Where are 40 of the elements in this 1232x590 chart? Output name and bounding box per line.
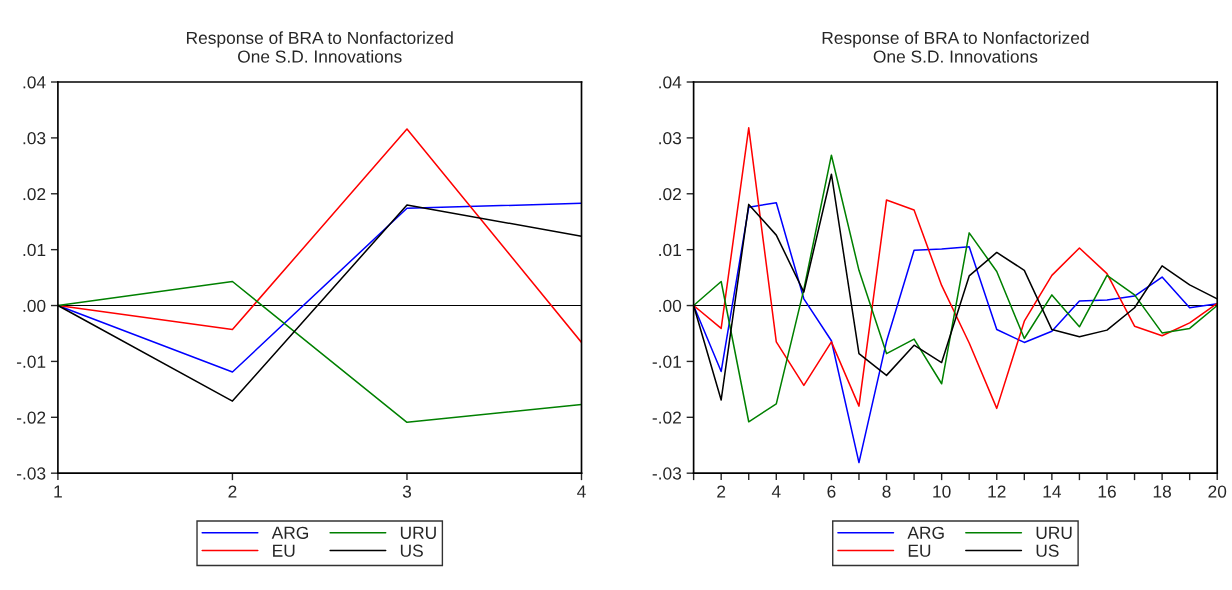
legend-label: US	[400, 544, 423, 557]
y-tick-label: .01	[659, 243, 681, 257]
x-tick-label: 2	[717, 485, 726, 498]
x-tick-label: 10	[933, 485, 951, 498]
legend-label: US	[1036, 544, 1059, 557]
legend-label: ARG	[907, 526, 944, 539]
y-tick-label: -.02	[16, 411, 46, 424]
y-tick-label: .04	[23, 76, 46, 89]
x-tick-label: 4	[771, 485, 781, 498]
x-tick-label: 4	[577, 485, 586, 498]
legend-label: URU	[400, 526, 436, 539]
y-tick-label: -.01	[16, 355, 46, 368]
y-tick-label: .03	[659, 132, 682, 145]
legend-label: EU	[908, 544, 931, 557]
x-tick-label: 20	[1208, 485, 1227, 498]
chart-title: Response of BRA to Nonfactorized One S.D. Innovations	[822, 31, 1089, 63]
x-tick-label: 1	[54, 485, 62, 498]
legend-label: URU	[1036, 526, 1072, 539]
y-tick-label: .02	[659, 187, 681, 201]
x-tick-label: 16	[1098, 485, 1116, 498]
y-tick-label: .00	[659, 299, 682, 312]
x-tick-label: 3	[402, 485, 412, 498]
x-tick-label: 2	[228, 485, 237, 498]
y-tick-label: .00	[23, 299, 46, 312]
y-tick-label: -.01	[652, 355, 681, 368]
y-tick-label: .03	[23, 132, 46, 145]
chart-title: Response of BRA to Nonfactorized One S.D. Innovations	[186, 31, 453, 63]
y-tick-label: -.02	[652, 411, 681, 424]
y-tick-label: .01	[23, 243, 46, 257]
x-tick-label: 8	[882, 485, 891, 498]
x-tick-label: 14	[1043, 485, 1062, 498]
x-tick-label: 12	[988, 485, 1006, 498]
x-tick-label: 18	[1153, 485, 1171, 498]
legend-label: EU	[273, 544, 295, 557]
y-tick-label: -.03	[16, 467, 46, 480]
y-tick-label: .04	[659, 76, 682, 89]
y-tick-label: -.03	[652, 467, 682, 480]
legend-label: ARG	[271, 526, 308, 539]
y-tick-label: .02	[23, 187, 46, 201]
x-tick-label: 6	[827, 485, 836, 498]
